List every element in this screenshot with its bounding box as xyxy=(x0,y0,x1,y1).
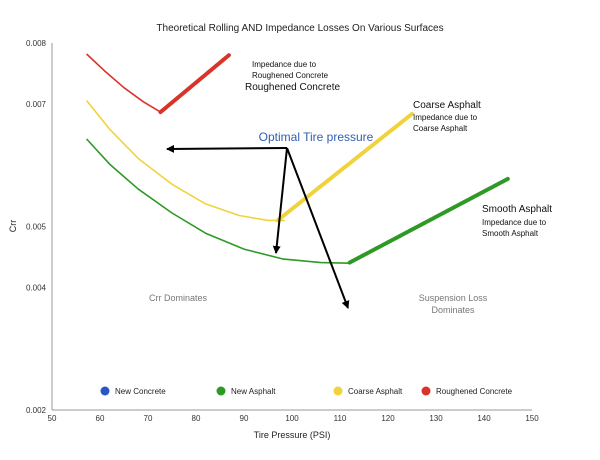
annotation-crr-dominates: Crr Dominates xyxy=(149,293,208,303)
x-tick-label: 130 xyxy=(429,414,443,423)
annotation-suspension-1: Suspension Loss xyxy=(419,293,488,303)
y-tick-label: 0.008 xyxy=(26,39,47,48)
annotation-smooth-head: Smooth Asphalt xyxy=(482,204,552,215)
x-tick-label: 50 xyxy=(48,414,57,423)
annotation-roughened-2: Roughened Concrete xyxy=(252,71,329,80)
annotation-roughened-1: Impedance due to xyxy=(252,60,317,69)
x-tick-label: 150 xyxy=(525,414,539,423)
roughened-concrete-crr-curve xyxy=(86,53,161,113)
series-layer xyxy=(85,52,510,265)
legend-swatch-new-asphalt xyxy=(216,386,226,396)
y-tick-label: 0.007 xyxy=(26,100,47,109)
coarse-asphalt-crr-curve xyxy=(85,99,285,222)
annotation-roughened-3: Roughened Concrete xyxy=(245,82,341,93)
y-axis-label: Crr xyxy=(8,220,18,233)
x-tick-label: 120 xyxy=(381,414,395,423)
annotation-smooth-1: Impedance due to xyxy=(482,218,547,227)
legend-label-new-concrete: New Concrete xyxy=(115,387,166,396)
y-tick-labels: 0.002 0.004 0.005 0.007 0.008 xyxy=(26,39,47,415)
legend-swatch-roughened-concrete xyxy=(421,386,431,396)
x-tick-label: 140 xyxy=(477,414,491,423)
x-tick-label: 60 xyxy=(96,414,105,423)
coarse-asphalt-impedance-line xyxy=(275,111,414,223)
y-tick-label: 0.005 xyxy=(26,223,47,232)
legend-label-roughened-concrete: Roughened Concrete xyxy=(436,387,513,396)
optimal-arrows xyxy=(166,144,350,309)
chart-title: Theoretical Rolling AND Impedance Losses… xyxy=(156,23,443,34)
y-tick-label: 0.002 xyxy=(26,406,47,415)
annotation-suspension-2: Dominates xyxy=(431,305,475,315)
legend-label-coarse-asphalt: Coarse Asphalt xyxy=(348,387,403,396)
arrow-to-roughened xyxy=(166,144,288,153)
annotation-smooth-2: Smooth Asphalt xyxy=(482,229,539,238)
x-tick-label: 100 xyxy=(285,414,299,423)
legend-label-new-asphalt: New Asphalt xyxy=(231,387,276,396)
legend: New Concrete New Asphalt Coarse Asphalt Rou… xyxy=(100,386,513,396)
x-tick-labels: 50 60 70 80 90 100 110 120 130 140 150 xyxy=(48,414,540,423)
annotation-coarse-1: Impedance due to xyxy=(413,113,478,122)
new-asphalt-impedance-line xyxy=(347,176,510,265)
new-asphalt-crr-curve xyxy=(86,138,350,264)
legend-swatch-new-concrete xyxy=(100,386,110,396)
legend-swatch-coarse-asphalt xyxy=(333,386,343,396)
x-tick-label: 110 xyxy=(334,414,347,423)
annotation-optimal: Optimal Tire pressure xyxy=(259,130,374,144)
y-tick-label: 0.004 xyxy=(26,284,47,293)
x-tick-label: 80 xyxy=(192,414,201,423)
arrow-to-coarse xyxy=(272,147,288,254)
annotation-coarse-head: Coarse Asphalt xyxy=(413,100,481,111)
x-tick-label: 70 xyxy=(144,414,153,423)
x-tick-label: 90 xyxy=(240,414,249,423)
roughened-concrete-impedance-line xyxy=(158,52,232,115)
annotation-coarse-2: Coarse Asphalt xyxy=(413,124,468,133)
x-axis-label: Tire Pressure (PSI) xyxy=(254,430,331,440)
arrow-to-new-asphalt xyxy=(286,147,350,309)
